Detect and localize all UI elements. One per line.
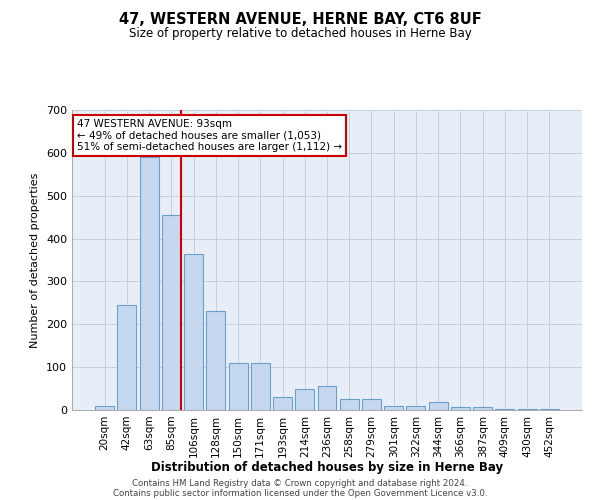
Bar <box>206 312 225 410</box>
Y-axis label: Number of detached properties: Number of detached properties <box>31 172 40 348</box>
Bar <box>162 215 181 410</box>
Bar <box>518 408 536 410</box>
Bar <box>95 406 114 410</box>
Bar <box>384 406 403 410</box>
Bar <box>140 157 158 410</box>
Text: 47 WESTERN AVENUE: 93sqm
← 49% of detached houses are smaller (1,053)
51% of sem: 47 WESTERN AVENUE: 93sqm ← 49% of detach… <box>77 119 342 152</box>
Bar <box>251 363 270 410</box>
Bar <box>317 386 337 410</box>
Bar <box>273 397 292 410</box>
Bar <box>295 388 314 410</box>
Bar <box>451 406 470 410</box>
Bar <box>496 408 514 410</box>
Bar <box>406 406 425 410</box>
Text: 47, WESTERN AVENUE, HERNE BAY, CT6 8UF: 47, WESTERN AVENUE, HERNE BAY, CT6 8UF <box>119 12 481 28</box>
Bar <box>229 363 248 410</box>
Bar <box>540 408 559 410</box>
Bar <box>340 400 359 410</box>
Text: Contains HM Land Registry data © Crown copyright and database right 2024.: Contains HM Land Registry data © Crown c… <box>132 478 468 488</box>
Bar <box>362 400 381 410</box>
Bar <box>118 305 136 410</box>
Text: Size of property relative to detached houses in Herne Bay: Size of property relative to detached ho… <box>128 28 472 40</box>
Text: Distribution of detached houses by size in Herne Bay: Distribution of detached houses by size … <box>151 461 503 474</box>
Bar <box>184 254 203 410</box>
Bar <box>473 406 492 410</box>
Bar <box>429 402 448 410</box>
Text: Contains public sector information licensed under the Open Government Licence v3: Contains public sector information licen… <box>113 488 487 498</box>
